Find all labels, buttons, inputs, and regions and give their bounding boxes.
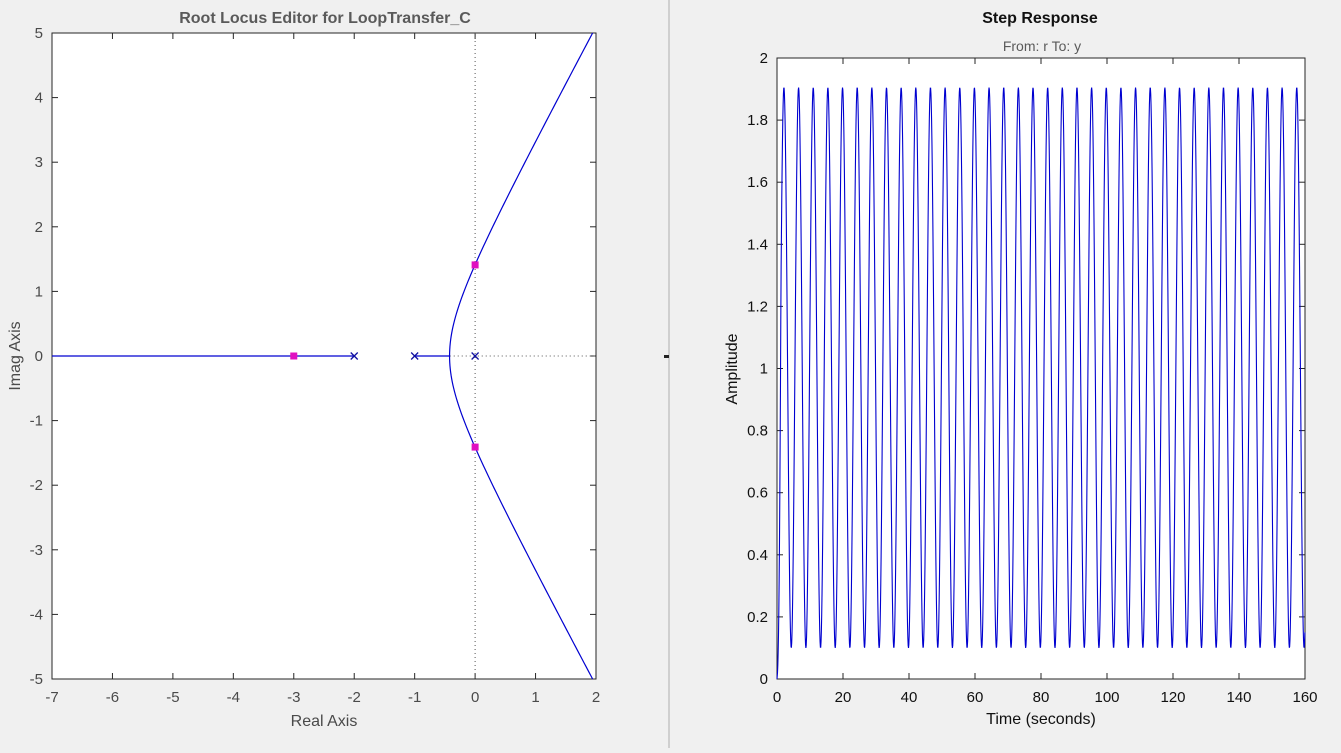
step-y-tick-label: 1.4 (747, 236, 768, 253)
step-x-tick-label: 40 (901, 689, 918, 706)
rl-x-tick-label: 2 (592, 689, 600, 706)
step-x-tick-label: 20 (835, 689, 852, 706)
step-plot-area[interactable] (776, 87, 1306, 680)
rl-y-tick-label: -1 (30, 413, 43, 430)
rl-y-tick-label: 1 (35, 283, 43, 300)
step-x-tick-label: 100 (1094, 689, 1119, 706)
rl-x-tick-label: -1 (408, 689, 421, 706)
pole-x-stroke (350, 352, 359, 360)
step-response-plot[interactable]: Step Response From: r To: y 0 20 40 60 80 100… (724, 10, 1318, 728)
root-locus-ylabel: Imag Axis (7, 321, 24, 390)
rl-x-tick-label: -6 (106, 689, 119, 706)
step-ylabel: Amplitude (724, 333, 741, 404)
step-y-tick-label: 1 (760, 361, 768, 378)
rl-y-tick-label: 3 (35, 154, 43, 171)
figure-divider[interactable] (668, 0, 670, 748)
step-subtitle: From: r To: y (1003, 38, 1081, 54)
root-locus-title: Root Locus Editor for LoopTransfer_C (179, 10, 471, 27)
step-x-tick-label: 60 (967, 689, 984, 706)
divider-grip-handle[interactable] (664, 355, 669, 358)
step-x-tick-label: 160 (1292, 689, 1317, 706)
step-x-tick-label: 140 (1226, 689, 1251, 706)
step-y-tick-label: 1.2 (747, 298, 768, 315)
pole-x-stroke (471, 352, 480, 360)
step-x-tick-label: 120 (1160, 689, 1185, 706)
step-y-tick-label: 2 (760, 50, 768, 67)
step-y-ticks: 0 0.2 0.4 0.6 0.8 1 1.2 1.4 1.6 1.8 2 (747, 50, 1305, 688)
rl-y-tick-label: 0 (35, 348, 43, 365)
step-y-tick-label: 0.2 (747, 609, 768, 626)
rl-x-tick-label: -3 (287, 689, 300, 706)
rl-y-tick-label: 4 (35, 90, 43, 107)
root-locus-y-ticks: -5 -4 -3 -2 -1 0 1 2 3 4 5 (30, 25, 596, 688)
rl-x-tick-label: -5 (166, 689, 179, 706)
rl-y-tick-label: 2 (35, 219, 43, 236)
step-y-tick-label: 1.8 (747, 112, 768, 129)
step-response-curve (776, 87, 1306, 680)
root-locus-x-ticks: -7 -6 -5 -4 -3 -2 -1 0 1 2 (45, 33, 600, 706)
step-x-ticks: 0 20 40 60 80 100 120 140 160 (773, 58, 1318, 706)
locus-upper-branch (448, 32, 594, 357)
rl-y-tick-label: 5 (35, 25, 43, 42)
rl-y-tick-label: -3 (30, 542, 43, 559)
open-loop-pole-marker[interactable] (410, 352, 419, 360)
rl-y-tick-label: -5 (30, 671, 43, 688)
step-y-tick-label: 0.4 (747, 547, 768, 564)
locus-lower-branch (448, 355, 594, 680)
step-y-tick-label: 0 (760, 671, 768, 688)
root-locus-xlabel: Real Axis (291, 713, 358, 730)
rl-y-tick-label: -4 (30, 606, 43, 623)
rl-x-tick-label: -2 (348, 689, 361, 706)
pole-x-stroke (410, 352, 419, 360)
step-title: Step Response (982, 10, 1098, 27)
step-y-tick-label: 1.6 (747, 174, 768, 191)
closed-loop-pole-marker[interactable] (290, 352, 298, 360)
step-x-tick-label: 80 (1033, 689, 1050, 706)
root-locus-plot-area[interactable] (52, 32, 596, 680)
step-y-tick-label: 0.8 (747, 423, 768, 440)
rl-x-tick-label: 1 (531, 689, 539, 706)
rl-x-tick-label: -4 (227, 689, 240, 706)
step-axes[interactable] (776, 57, 1306, 680)
closed-loop-pole-marker[interactable] (471, 443, 479, 451)
root-locus-editor[interactable]: Root Locus Editor for LoopTransfer_C -7-… (7, 10, 600, 730)
rl-y-tick-label: -2 (30, 477, 43, 494)
step-y-tick-label: 0.6 (747, 485, 768, 502)
open-loop-pole-marker[interactable] (471, 352, 480, 360)
step-xlabel: Time (seconds) (986, 711, 1096, 728)
rl-x-tick-label: -7 (45, 689, 58, 706)
rl-x-tick-label: 0 (471, 689, 479, 706)
closed-loop-pole-marker[interactable] (471, 261, 479, 269)
open-loop-pole-marker[interactable] (350, 352, 359, 360)
step-x-tick-label: 0 (773, 689, 781, 706)
